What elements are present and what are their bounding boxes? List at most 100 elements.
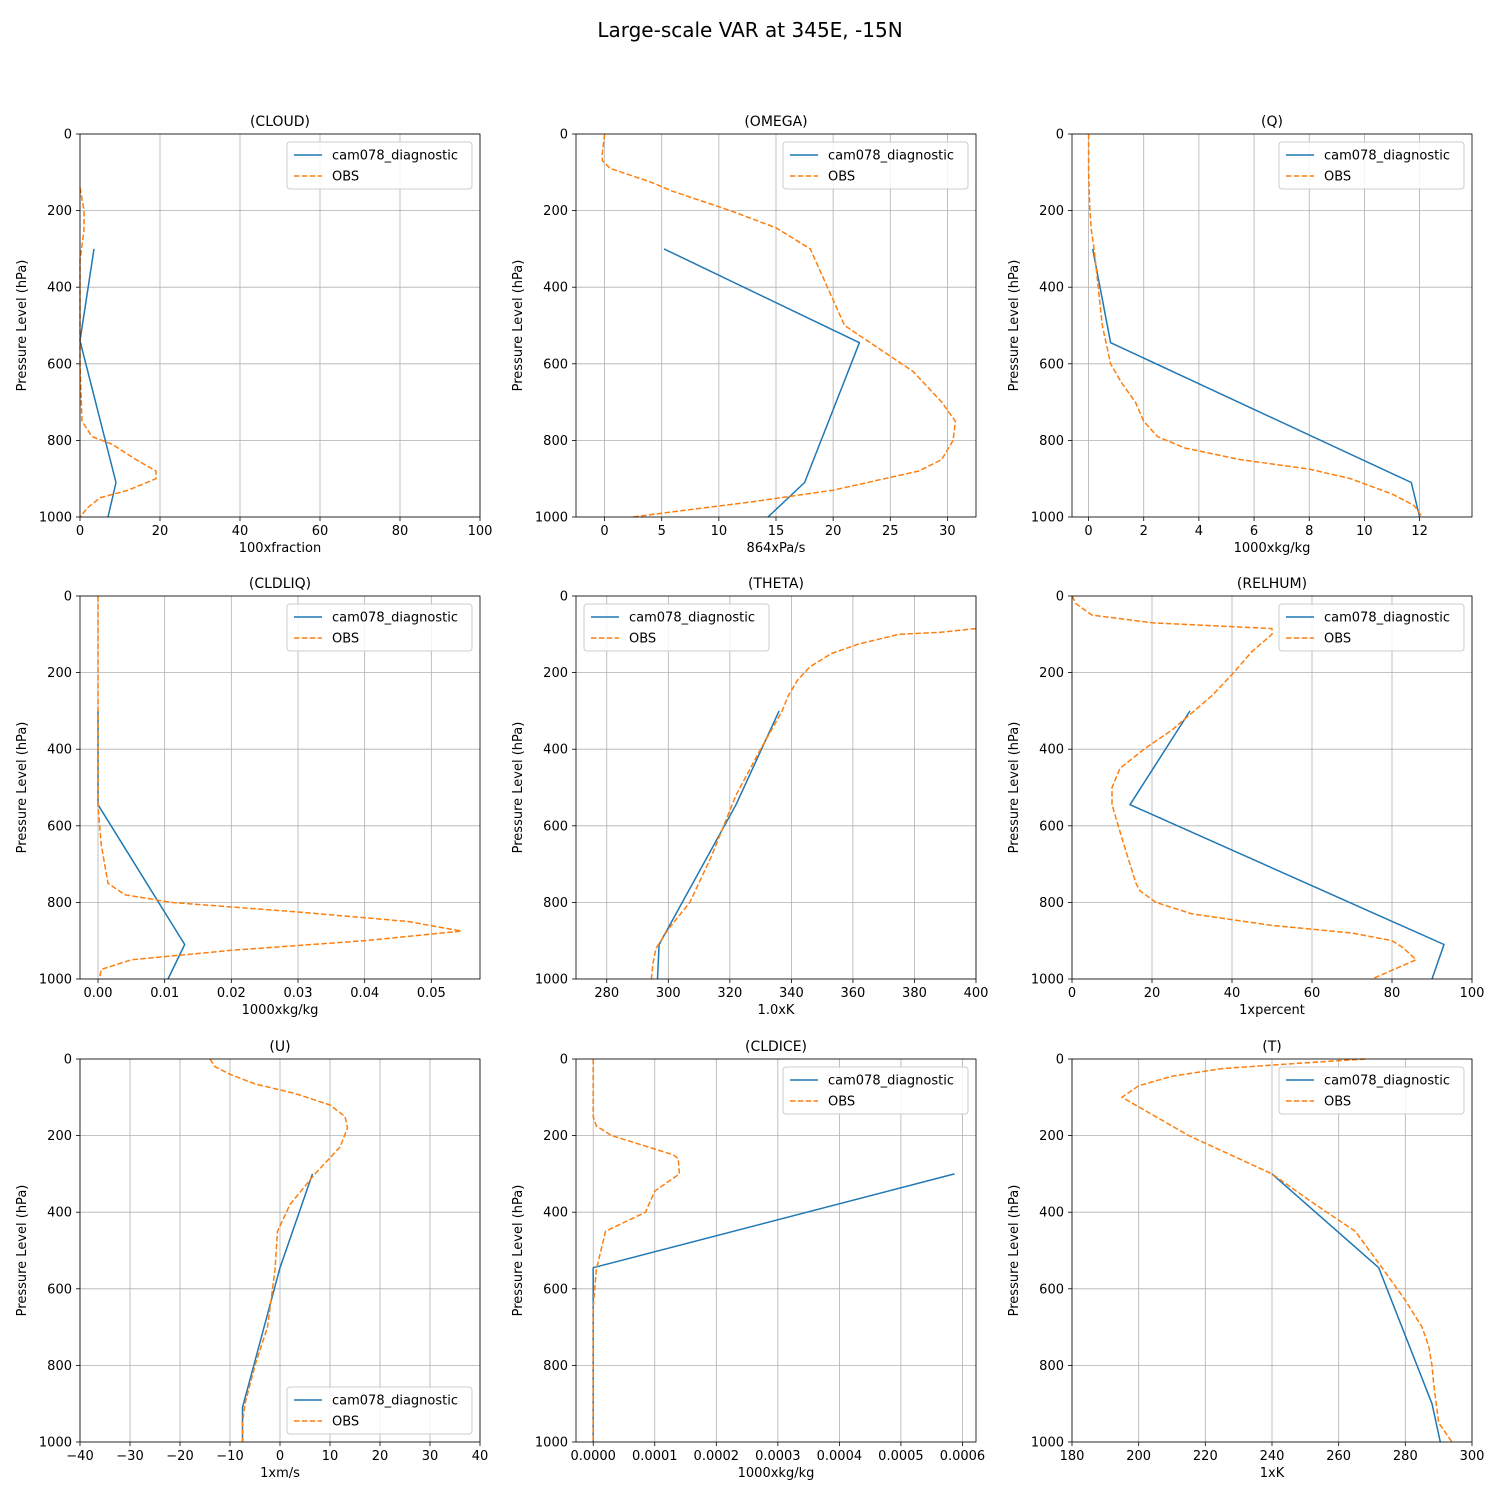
y-tick-label: 1000 (535, 511, 568, 526)
panel-title: (T) (1262, 1039, 1281, 1055)
y-tick-label: 200 (47, 666, 72, 681)
x-tick-label: −30 (116, 1449, 143, 1464)
y-tick-label: 400 (543, 1206, 568, 1221)
x-tick-label: 0.0006 (940, 1449, 986, 1464)
y-tick-label: 600 (47, 357, 72, 372)
x-tick-label: 15 (768, 524, 785, 539)
plot-frame (1071, 1058, 1473, 1443)
x-tick-label: −20 (166, 1449, 193, 1464)
x-tick-label: 20 (152, 524, 169, 539)
x-tick-label: 0.00 (84, 986, 113, 1001)
panel-7: −40 −30 −20 −10 0 10 20 30 4002004006008001000(U… (15, 1039, 488, 1481)
legend: cam078_diagnostic OBS (286, 603, 473, 652)
x-axis-label: 100xfraction (239, 541, 321, 556)
x-tick-label: 40 (232, 524, 249, 539)
legend: cam078_diagnostic OBS (583, 603, 770, 652)
legend-label: cam078_diagnostic (828, 149, 954, 164)
panel-8: 0.0000 0.0001 0.0002 0.0003 0.0004 0.0005 0.00… (511, 1039, 985, 1481)
legend-label: cam078_diagnostic (332, 611, 458, 626)
legend-box (1278, 603, 1465, 652)
x-tick-label: 8 (1305, 524, 1313, 539)
y-axis-label: Pressure Level (hPa) (1007, 722, 1022, 854)
plot-area (1072, 134, 1472, 517)
x-tick-label: 280 (594, 986, 619, 1001)
x-axis-label: 1xm/s (260, 1466, 300, 1481)
y-tick-label: 0 (64, 128, 72, 143)
y-tick-label: 600 (1039, 819, 1064, 834)
plot-frame (79, 1058, 481, 1443)
y-tick-label: 200 (543, 666, 568, 681)
y-axis-label: Pressure Level (hPa) (15, 722, 30, 854)
legend-label: OBS (1324, 632, 1351, 647)
panel-5: 280 300 320 340 360 380 400 0 200 400 600 800 1000 (T… (511, 576, 988, 1018)
plot-area (1072, 596, 1472, 979)
x-tick-label: 0.0003 (755, 1449, 801, 1464)
y-tick-label: 400 (543, 281, 568, 296)
legend-label: cam078_diagnostic (1324, 1074, 1450, 1089)
y-tick-label: 0 (64, 1053, 72, 1068)
obs-series-line (650, 627, 977, 980)
y-tick-label: 0 (560, 128, 568, 143)
y-tick-label: 400 (1039, 1206, 1064, 1221)
model-series-line (79, 248, 117, 518)
x-tick-label: 340 (779, 986, 804, 1001)
legend-box (782, 1066, 969, 1115)
panel-1: 0 20 40 60 80 10002004006008001000(CLOUD)100x… (15, 114, 492, 556)
x-tick-label: 0.05 (417, 986, 446, 1001)
x-tick-label: 20 (372, 1449, 389, 1464)
plot-area (576, 596, 976, 979)
legend-label: OBS (1324, 170, 1351, 185)
y-axis-label: Pressure Level (hPa) (511, 1185, 526, 1317)
y-tick-label: 0 (1056, 128, 1064, 143)
y-tick-label: 800 (47, 434, 72, 449)
obs-series-line (1087, 134, 1423, 518)
model-series-line (656, 710, 780, 980)
x-axis-label: 864xPa/s (747, 541, 806, 556)
y-tick-label: 600 (47, 1282, 72, 1297)
x-tick-label: 180 (1060, 1449, 1085, 1464)
legend-label: OBS (828, 1095, 855, 1110)
panel-title: (RELHUM) (1237, 576, 1307, 592)
x-axis-label: 1.0xK (758, 1003, 795, 1018)
y-tick-label: 800 (543, 896, 568, 911)
x-tick-label: 0.02 (217, 986, 246, 1001)
legend: cam078_diagnostic OBS (782, 141, 969, 190)
x-tick-label: 0 (600, 524, 608, 539)
y-tick-label: 400 (543, 743, 568, 758)
legend-label: OBS (332, 632, 359, 647)
x-axis-label: 1xpercent (1239, 1003, 1305, 1018)
legend-label: OBS (332, 1415, 359, 1430)
model-series-line (1129, 710, 1445, 980)
legend-box (286, 141, 473, 190)
y-tick-label: 1000 (39, 973, 72, 988)
x-tick-label: 30 (939, 524, 956, 539)
x-tick-label: 6 (1250, 524, 1258, 539)
y-tick-label: 200 (543, 204, 568, 219)
y-tick-label: 1000 (1031, 973, 1064, 988)
x-tick-label: 280 (1393, 1449, 1418, 1464)
x-tick-label: 380 (902, 986, 927, 1001)
x-tick-label: 20 (825, 524, 842, 539)
obs-series-line (97, 596, 463, 980)
y-tick-label: 200 (1039, 204, 1064, 219)
y-axis-label: Pressure Level (hPa) (1007, 1185, 1022, 1317)
x-tick-label: 0.01 (150, 986, 179, 1001)
y-tick-label: 400 (1039, 743, 1064, 758)
panel-2: 0 5 10 15 20 25 30 0 200 400 600 800 1000 (OMEGA) 864x… (511, 114, 977, 556)
panel-title: (CLOUD) (250, 114, 310, 130)
y-tick-label: 800 (543, 434, 568, 449)
legend-box (583, 603, 770, 652)
y-tick-label: 200 (47, 204, 72, 219)
legend-box (1278, 1066, 1465, 1115)
model-series-line (1271, 1173, 1442, 1443)
legend-box (286, 603, 473, 652)
legend: cam078_diagnostic OBS (1278, 141, 1465, 190)
y-tick-label: 1000 (535, 1436, 568, 1451)
plot-area (80, 134, 480, 517)
x-tick-label: 0.0001 (632, 1449, 678, 1464)
x-tick-label: 0.0002 (694, 1449, 740, 1464)
legend: cam078_diagnostic OBS (1278, 1066, 1465, 1115)
x-tick-label: 2 (1140, 524, 1148, 539)
y-tick-label: 1000 (1031, 1436, 1064, 1451)
